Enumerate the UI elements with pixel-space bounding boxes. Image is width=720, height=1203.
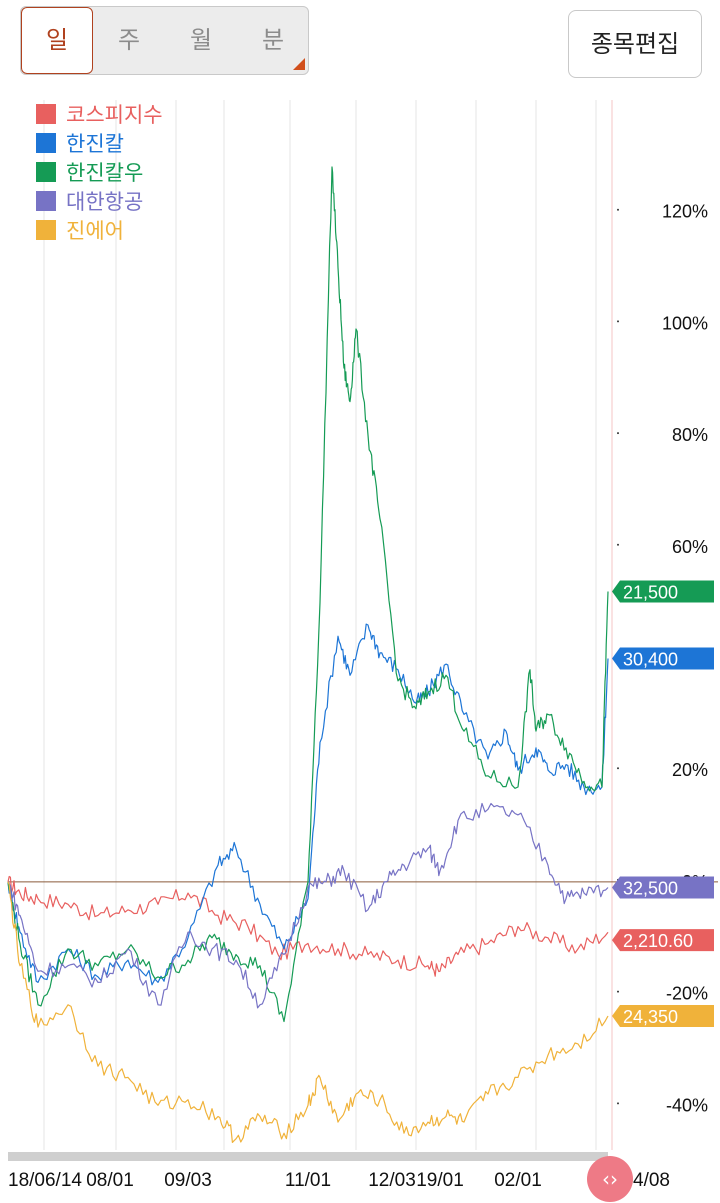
- series-line: [7, 802, 609, 1009]
- legend-swatch: [36, 104, 56, 124]
- y-tick-dot: [617, 543, 619, 546]
- price-tag-bg: [612, 647, 714, 670]
- dropdown-corner-icon: [293, 58, 305, 70]
- price-tag-label: 2,210.60: [623, 931, 693, 951]
- series-line: [7, 881, 609, 1143]
- legend-swatch: [36, 191, 56, 211]
- price-tag-bg: [612, 876, 714, 899]
- legend-label: 한진칼: [66, 132, 124, 156]
- y-tick-dot: [617, 767, 619, 770]
- tab-week[interactable]: 주: [117, 26, 141, 54]
- x-tick-label: 04/08: [622, 1170, 670, 1191]
- scroll-knob[interactable]: ‹›: [587, 1156, 633, 1202]
- y-tick-label: 100%: [662, 313, 708, 333]
- price-tag: 32,500: [612, 876, 714, 899]
- legend-swatch: [36, 133, 56, 153]
- x-tick-label: 09/03: [164, 1170, 212, 1191]
- arrows-left-right-icon: ‹›: [602, 1167, 618, 1191]
- y-tick-label: -40%: [666, 1095, 708, 1115]
- x-tick-label: 19/01: [416, 1170, 464, 1191]
- price-tag: 30,400: [612, 647, 714, 670]
- legend-label: 코스피지수: [66, 103, 163, 127]
- tab-minute-label: 분: [261, 26, 285, 54]
- tab-minute[interactable]: 분: [237, 7, 308, 74]
- legend-swatch: [36, 162, 56, 182]
- price-tag-label: 30,400: [623, 650, 678, 670]
- series-line: [7, 623, 609, 986]
- legend-label: 대한항공: [66, 190, 143, 214]
- tab-day[interactable]: 일: [21, 7, 93, 74]
- price-tag-label: 24,350: [623, 1007, 678, 1027]
- y-tick-dot: [617, 990, 619, 993]
- x-tick-label: 08/01: [86, 1170, 134, 1191]
- y-tick-label: 120%: [662, 202, 708, 222]
- price-tag-bg: [612, 580, 714, 603]
- price-tag: 2,210.60: [612, 929, 714, 952]
- x-tick-label: 18/06/14: [8, 1170, 82, 1191]
- x-tick-label: 12/03: [368, 1170, 416, 1191]
- legend-swatch: [36, 220, 56, 240]
- price-tag-bg: [612, 1004, 714, 1027]
- y-tick-label: 80%: [672, 425, 708, 445]
- y-tick-dot: [617, 1102, 619, 1105]
- price-tag-label: 21,500: [623, 582, 678, 602]
- price-tag: 21,500: [612, 580, 714, 603]
- period-tabs: 일 주 월 분: [20, 6, 309, 75]
- tab-month[interactable]: 월: [189, 26, 213, 54]
- y-tick-label: 60%: [672, 537, 708, 557]
- price-tag-label: 32,500: [623, 879, 678, 899]
- x-tick-label: 02/01: [494, 1170, 542, 1191]
- price-tag: 24,350: [612, 1004, 714, 1027]
- legend-label: 진에어: [66, 219, 124, 243]
- x-tick-label: 11/01: [285, 1170, 331, 1191]
- y-tick-label: 20%: [672, 760, 708, 780]
- series-line: [7, 166, 609, 1023]
- price-tag-bg: [612, 929, 714, 952]
- legend-label: 한진칼우: [66, 161, 143, 185]
- y-tick-dot: [617, 320, 619, 323]
- edit-stocks-button[interactable]: 종목편집: [568, 10, 702, 78]
- series-line: [7, 875, 609, 977]
- y-tick-dot: [617, 208, 619, 211]
- y-tick-dot: [617, 432, 619, 435]
- y-tick-label: -20%: [666, 984, 708, 1004]
- x-scrollbar: [8, 1152, 608, 1161]
